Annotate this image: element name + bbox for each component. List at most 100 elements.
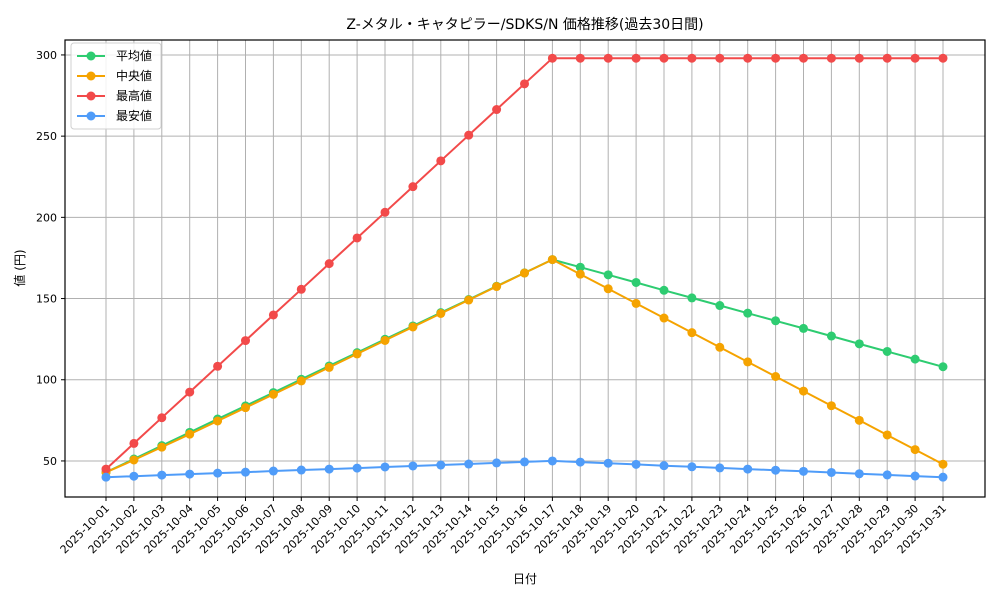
data-point[interactable] <box>408 182 418 192</box>
data-point[interactable] <box>715 53 725 63</box>
data-point[interactable] <box>631 459 641 469</box>
data-point[interactable] <box>185 387 195 397</box>
data-point[interactable] <box>743 308 753 318</box>
data-point[interactable] <box>687 53 697 63</box>
data-point[interactable] <box>575 269 585 279</box>
data-point[interactable] <box>743 464 753 474</box>
data-point[interactable] <box>185 429 195 439</box>
data-point[interactable] <box>213 468 223 478</box>
data-point[interactable] <box>575 262 585 272</box>
data-point[interactable] <box>352 233 362 243</box>
data-point[interactable] <box>854 339 864 349</box>
data-point[interactable] <box>631 298 641 308</box>
data-point[interactable] <box>436 156 446 166</box>
data-point[interactable] <box>826 467 836 477</box>
legend-item[interactable]: 最高値 <box>77 88 152 103</box>
data-point[interactable] <box>826 401 836 411</box>
data-point[interactable] <box>799 466 808 476</box>
data-point[interactable] <box>492 282 502 292</box>
data-point[interactable] <box>882 430 892 440</box>
data-point[interactable] <box>129 438 139 448</box>
data-point[interactable] <box>492 458 502 468</box>
data-point[interactable] <box>771 316 781 326</box>
data-point[interactable] <box>659 285 669 295</box>
data-point[interactable] <box>520 268 529 278</box>
data-point[interactable] <box>826 53 836 63</box>
data-point[interactable] <box>492 105 502 115</box>
data-point[interactable] <box>101 464 111 474</box>
data-point[interactable] <box>464 459 474 469</box>
data-point[interactable] <box>324 464 334 474</box>
data-point[interactable] <box>213 361 223 371</box>
data-point[interactable] <box>547 255 557 265</box>
legend-item[interactable]: 最安値 <box>77 108 152 123</box>
data-point[interactable] <box>436 460 446 470</box>
data-point[interactable] <box>826 331 836 341</box>
data-point[interactable] <box>296 465 306 475</box>
data-point[interactable] <box>715 301 725 311</box>
data-point[interactable] <box>799 53 808 63</box>
data-point[interactable] <box>157 413 167 423</box>
legend-item[interactable]: 中央値 <box>77 68 152 83</box>
data-point[interactable] <box>603 270 613 280</box>
data-point[interactable] <box>603 458 613 468</box>
data-point[interactable] <box>659 313 669 323</box>
data-point[interactable] <box>213 416 223 426</box>
data-point[interactable] <box>687 293 697 303</box>
data-point[interactable] <box>659 461 669 471</box>
data-point[interactable] <box>938 362 948 372</box>
data-point[interactable] <box>157 470 167 480</box>
data-point[interactable] <box>464 130 474 140</box>
data-point[interactable] <box>241 467 250 477</box>
data-point[interactable] <box>352 463 362 473</box>
data-point[interactable] <box>882 470 892 480</box>
data-point[interactable] <box>910 471 920 481</box>
data-point[interactable] <box>631 277 641 287</box>
data-point[interactable] <box>854 469 864 479</box>
data-point[interactable] <box>771 53 781 63</box>
data-point[interactable] <box>268 466 278 476</box>
data-point[interactable] <box>241 336 250 346</box>
data-point[interactable] <box>938 472 948 482</box>
data-point[interactable] <box>157 442 167 452</box>
data-point[interactable] <box>910 445 920 455</box>
data-point[interactable] <box>129 455 139 465</box>
data-point[interactable] <box>380 335 390 345</box>
data-point[interactable] <box>380 207 390 217</box>
data-point[interactable] <box>185 469 195 479</box>
data-point[interactable] <box>799 323 808 333</box>
data-point[interactable] <box>743 357 753 367</box>
data-point[interactable] <box>771 371 781 381</box>
data-point[interactable] <box>715 463 725 473</box>
data-point[interactable] <box>938 459 948 469</box>
data-point[interactable] <box>324 259 334 269</box>
data-point[interactable] <box>352 349 362 359</box>
data-point[interactable] <box>743 53 753 63</box>
data-point[interactable] <box>268 310 278 320</box>
data-point[interactable] <box>324 362 334 372</box>
data-point[interactable] <box>547 53 557 63</box>
data-point[interactable] <box>687 328 697 338</box>
data-point[interactable] <box>603 53 613 63</box>
data-point[interactable] <box>771 465 781 475</box>
data-point[interactable] <box>882 53 892 63</box>
data-point[interactable] <box>268 389 278 399</box>
data-point[interactable] <box>547 456 557 466</box>
data-point[interactable] <box>380 462 390 472</box>
data-point[interactable] <box>659 53 669 63</box>
data-point[interactable] <box>101 472 111 482</box>
data-point[interactable] <box>520 457 529 467</box>
data-point[interactable] <box>799 386 808 396</box>
data-point[interactable] <box>603 284 613 294</box>
legend-item[interactable]: 平均値 <box>77 48 152 63</box>
data-point[interactable] <box>938 53 948 63</box>
data-point[interactable] <box>910 354 920 364</box>
data-point[interactable] <box>296 284 306 294</box>
data-point[interactable] <box>854 415 864 425</box>
data-point[interactable] <box>715 342 725 352</box>
data-point[interactable] <box>129 471 139 481</box>
data-point[interactable] <box>882 346 892 356</box>
data-point[interactable] <box>687 462 697 472</box>
data-point[interactable] <box>464 295 474 305</box>
data-point[interactable] <box>575 457 585 467</box>
